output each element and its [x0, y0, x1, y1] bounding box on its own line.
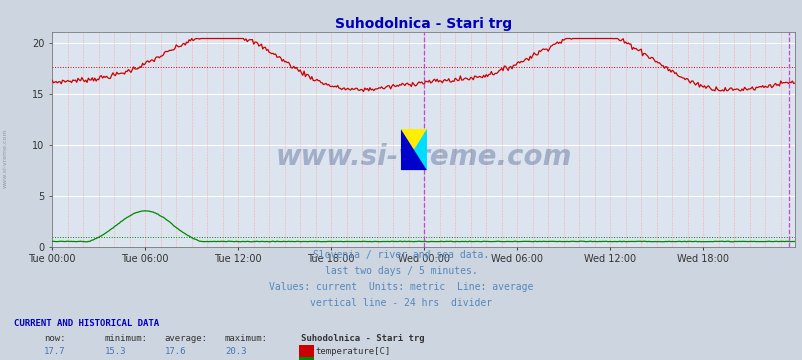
Text: minimum:: minimum: — [104, 334, 148, 343]
Text: now:: now: — [44, 334, 66, 343]
Text: 20.3: 20.3 — [225, 347, 246, 356]
Text: Suhodolnica - Stari trg: Suhodolnica - Stari trg — [301, 334, 424, 343]
Text: Values: current  Units: metric  Line: average: Values: current Units: metric Line: aver… — [269, 282, 533, 292]
Text: temperature[C]: temperature[C] — [315, 347, 391, 356]
Text: maximum:: maximum: — [225, 334, 268, 343]
Polygon shape — [400, 129, 427, 170]
Text: last two days / 5 minutes.: last two days / 5 minutes. — [325, 266, 477, 276]
Polygon shape — [400, 129, 427, 170]
Text: 17.7: 17.7 — [44, 347, 66, 356]
Text: 15.3: 15.3 — [104, 347, 126, 356]
Text: average:: average: — [164, 334, 208, 343]
Text: www.si-vreme.com: www.si-vreme.com — [275, 143, 571, 171]
Text: Slovenia / river and sea data.: Slovenia / river and sea data. — [313, 250, 489, 260]
Text: CURRENT AND HISTORICAL DATA: CURRENT AND HISTORICAL DATA — [14, 319, 160, 328]
Polygon shape — [400, 129, 427, 170]
Text: www.si-vreme.com: www.si-vreme.com — [3, 129, 8, 188]
Text: 17.6: 17.6 — [164, 347, 186, 356]
Text: vertical line - 24 hrs  divider: vertical line - 24 hrs divider — [310, 298, 492, 308]
Title: Suhodolnica - Stari trg: Suhodolnica - Stari trg — [334, 17, 512, 31]
